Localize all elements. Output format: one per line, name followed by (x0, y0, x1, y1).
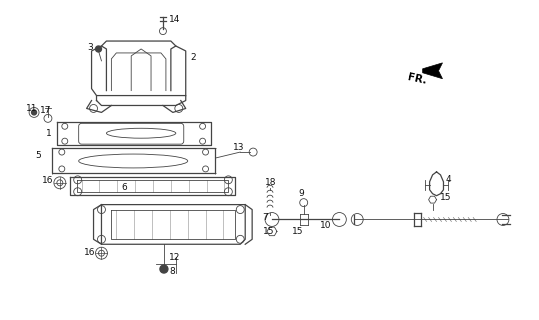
Text: 8: 8 (169, 267, 175, 276)
Polygon shape (423, 63, 443, 79)
Text: 14: 14 (169, 15, 180, 24)
Circle shape (95, 46, 101, 52)
Circle shape (32, 110, 37, 115)
Text: 10: 10 (320, 221, 331, 230)
Text: 15: 15 (263, 227, 274, 236)
Text: 15: 15 (439, 193, 451, 202)
Text: 16: 16 (84, 248, 95, 257)
Text: 7: 7 (262, 213, 268, 222)
Text: FR.: FR. (407, 72, 428, 86)
Text: 17: 17 (40, 106, 52, 115)
Text: 1: 1 (46, 129, 52, 138)
Text: 12: 12 (169, 253, 180, 262)
Circle shape (160, 265, 168, 273)
Text: 15: 15 (292, 227, 303, 236)
Text: 6: 6 (121, 183, 127, 192)
Text: 3: 3 (88, 44, 93, 52)
Text: 2: 2 (191, 53, 196, 62)
Text: 9: 9 (299, 189, 305, 198)
Text: 16: 16 (42, 176, 53, 185)
Text: 13: 13 (233, 143, 245, 152)
Text: 5: 5 (35, 150, 41, 160)
Text: 11: 11 (26, 104, 38, 113)
Text: 4: 4 (445, 175, 451, 184)
Text: 18: 18 (265, 178, 277, 187)
